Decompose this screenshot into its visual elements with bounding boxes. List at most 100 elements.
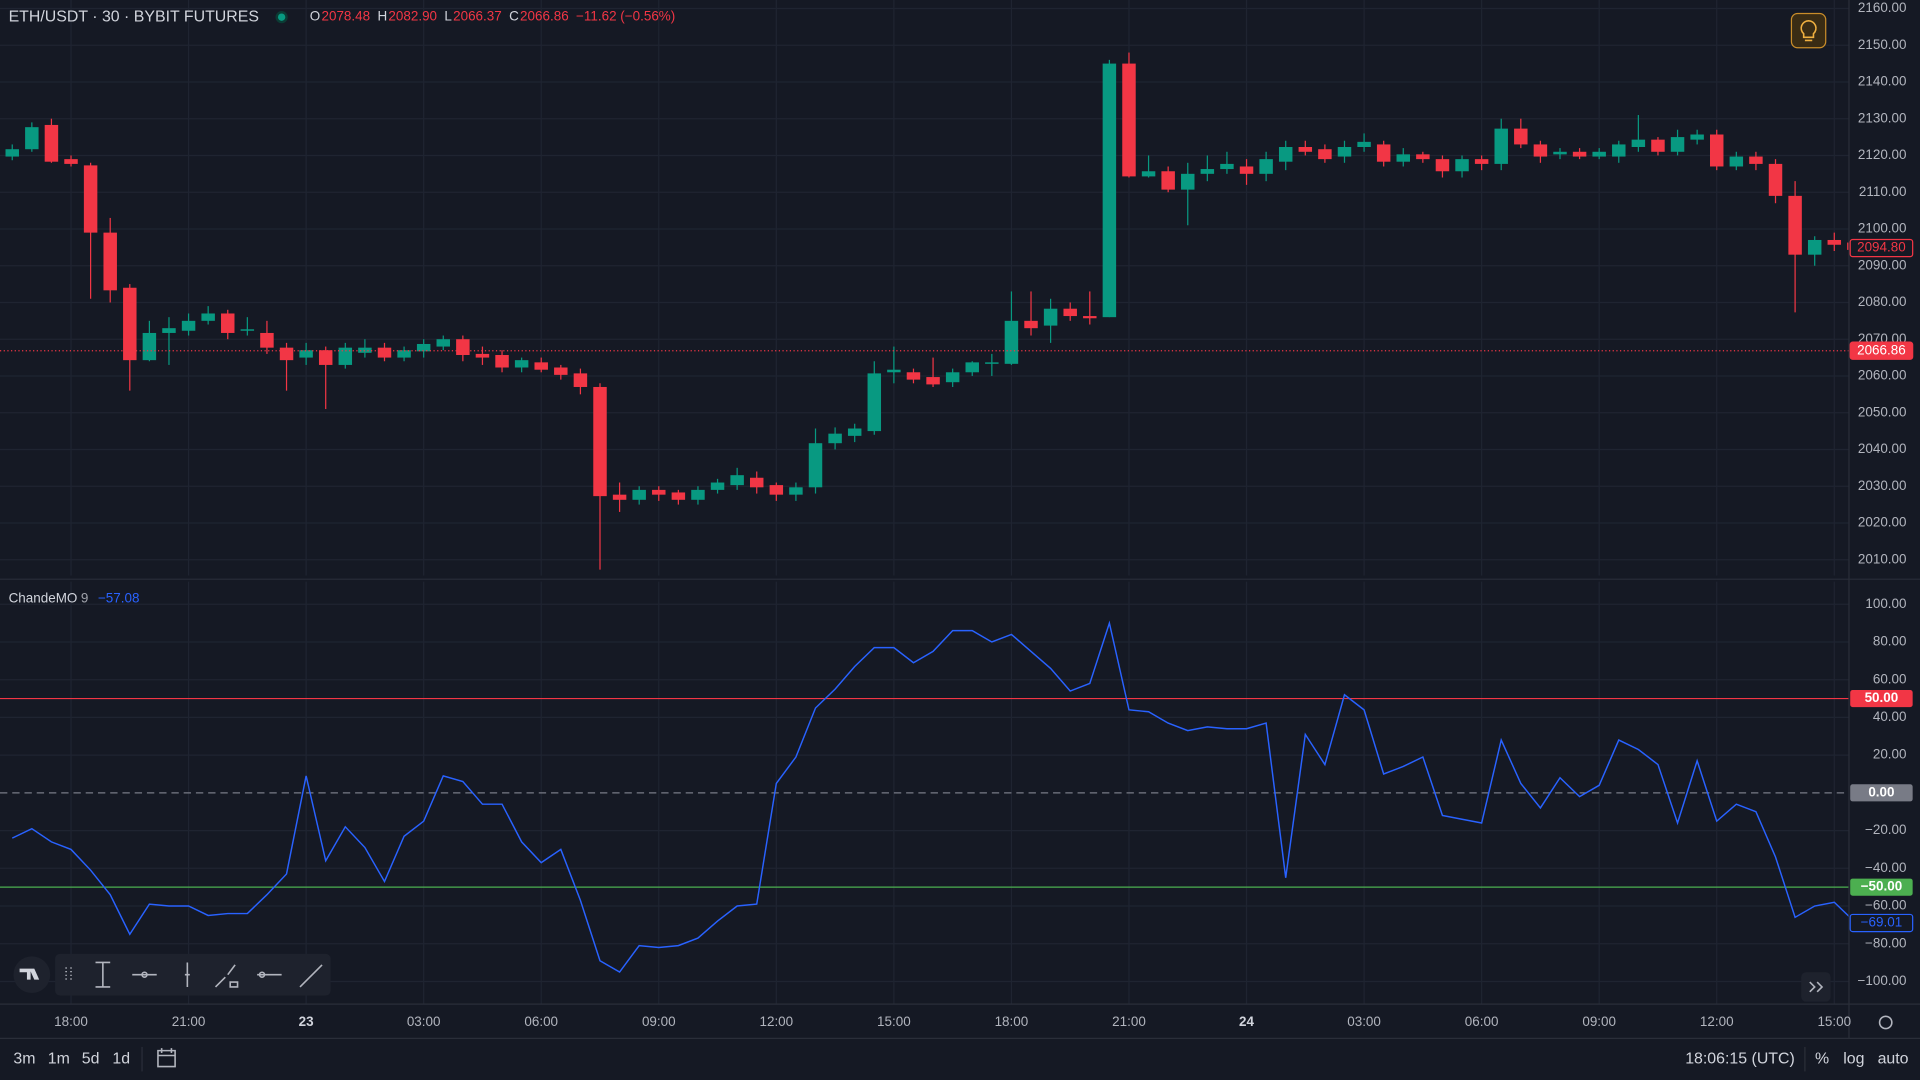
candle-body bbox=[1141, 171, 1156, 177]
candle-body bbox=[965, 362, 979, 373]
candle-body bbox=[1474, 159, 1489, 164]
ohlc-key: H bbox=[377, 9, 387, 24]
horizontal-ray-tool[interactable] bbox=[257, 971, 282, 978]
path-tool[interactable] bbox=[214, 964, 239, 988]
candle-body bbox=[1337, 147, 1352, 157]
candle-body bbox=[1102, 63, 1117, 318]
date-range-button[interactable] bbox=[157, 1048, 176, 1068]
x-tick-label: 09:00 bbox=[1582, 1014, 1616, 1029]
candle-body bbox=[416, 343, 431, 352]
logo bbox=[19, 968, 40, 980]
interval-button[interactable]: 1m bbox=[48, 1050, 70, 1067]
candle-body bbox=[1435, 159, 1450, 172]
axis-marker bbox=[1849, 913, 1914, 933]
candle-body bbox=[906, 372, 921, 380]
vertical-line-tool[interactable] bbox=[184, 962, 190, 987]
y-tick-label: 2100.00 bbox=[1858, 221, 1907, 236]
x-tick-label: 06:00 bbox=[1465, 1014, 1499, 1029]
ohlc-value: 2066.37 bbox=[453, 9, 502, 24]
candle-body bbox=[240, 329, 255, 331]
log-button[interactable]: log bbox=[1843, 1050, 1864, 1067]
trend-line-tool[interactable] bbox=[299, 964, 323, 988]
auto-button[interactable]: auto bbox=[1878, 1050, 1909, 1067]
candle-body bbox=[945, 372, 960, 383]
x-tick-label: 12:00 bbox=[759, 1014, 793, 1029]
y-tick-label: 100.00 bbox=[1865, 596, 1906, 611]
clock[interactable]: 18:06:15 (UTC) bbox=[1685, 1050, 1795, 1067]
candle-body bbox=[926, 377, 940, 385]
y-tick-label: 2040.00 bbox=[1858, 441, 1907, 456]
ohlc-value: 2066.86 bbox=[520, 9, 569, 24]
ideas-button[interactable] bbox=[1790, 12, 1827, 49]
candle-body bbox=[123, 287, 137, 361]
x-tick-label: 18:00 bbox=[54, 1014, 88, 1029]
indicator-name: ChandeMO bbox=[9, 590, 78, 605]
candle-body bbox=[534, 362, 548, 370]
y-tick-label: −80.00 bbox=[1865, 935, 1907, 950]
candle-body bbox=[750, 477, 764, 488]
x-tick-label: 06:00 bbox=[524, 1014, 558, 1029]
scroll-button[interactable] bbox=[1801, 972, 1831, 1002]
candle-body bbox=[1063, 308, 1077, 317]
candle-body bbox=[5, 149, 19, 157]
candle-body bbox=[377, 347, 392, 358]
candle-body bbox=[1161, 171, 1175, 190]
ideas-button-frame[interactable] bbox=[1790, 12, 1827, 49]
ray-tool[interactable] bbox=[132, 971, 157, 978]
interval-button[interactable]: 5d bbox=[82, 1050, 100, 1067]
ohlc-value: 2078.48 bbox=[321, 9, 370, 24]
candle-body bbox=[867, 373, 882, 432]
interval-button[interactable]: 3m bbox=[13, 1050, 35, 1067]
candle-body bbox=[1592, 151, 1606, 157]
x-tick-label: 21:00 bbox=[172, 1014, 206, 1029]
candle-body bbox=[25, 127, 39, 150]
candle-body bbox=[201, 313, 215, 321]
candle-body bbox=[1807, 239, 1822, 255]
candle-body bbox=[1239, 166, 1254, 174]
candle-body bbox=[1396, 154, 1410, 162]
candle-body bbox=[1376, 144, 1391, 162]
y-tick-label: 2150.00 bbox=[1858, 37, 1907, 52]
logo-button[interactable] bbox=[13, 956, 51, 994]
x-tick-label: 03:00 bbox=[407, 1014, 441, 1029]
candle-body bbox=[671, 492, 686, 500]
candle-body bbox=[730, 475, 744, 486]
y-tick-label: 2060.00 bbox=[1858, 368, 1907, 383]
y-tick-label: 2120.00 bbox=[1858, 147, 1907, 162]
candle-body bbox=[1553, 151, 1567, 155]
plot-area bbox=[0, 52, 1849, 973]
x-tick-label: 12:00 bbox=[1700, 1014, 1734, 1029]
toolbar-icons bbox=[65, 961, 323, 988]
candle-body bbox=[495, 355, 509, 368]
candle-body bbox=[691, 489, 705, 500]
candle-body bbox=[1768, 163, 1783, 196]
axis-settings[interactable] bbox=[1878, 1015, 1893, 1030]
y-tick-label: −60.00 bbox=[1865, 898, 1907, 913]
level-marker bbox=[1850, 689, 1913, 708]
grid bbox=[0, 0, 1849, 1005]
measure-tool[interactable] bbox=[95, 961, 111, 988]
axis-marker-label: −69.01 bbox=[1861, 915, 1903, 930]
x-tick-label: 03:00 bbox=[1347, 1014, 1381, 1029]
candle-body bbox=[1024, 320, 1038, 329]
level-marker-label: 50.00 bbox=[1865, 690, 1899, 705]
candle-body bbox=[1357, 141, 1371, 148]
y-tick-label: 2050.00 bbox=[1858, 404, 1907, 419]
candle-body bbox=[1749, 156, 1763, 164]
bulb-icon bbox=[1800, 20, 1817, 42]
interval-button[interactable]: 1d bbox=[112, 1050, 130, 1067]
candle-body bbox=[1729, 156, 1744, 167]
y-tick-label: 2090.00 bbox=[1858, 257, 1907, 272]
drag-handle[interactable] bbox=[65, 967, 72, 983]
percent-button[interactable]: % bbox=[1815, 1050, 1829, 1067]
candle-body bbox=[103, 232, 117, 291]
axis-marker bbox=[1849, 238, 1914, 258]
candle-body bbox=[1318, 149, 1332, 160]
candle-body bbox=[1220, 163, 1234, 170]
ohlc-value: 2082.90 bbox=[388, 9, 437, 24]
axis-marker-label: 2094.80 bbox=[1857, 240, 1906, 255]
indicator-line bbox=[11, 620, 1849, 973]
candle-body bbox=[44, 124, 59, 162]
y-tick-label: 20.00 bbox=[1873, 747, 1907, 762]
